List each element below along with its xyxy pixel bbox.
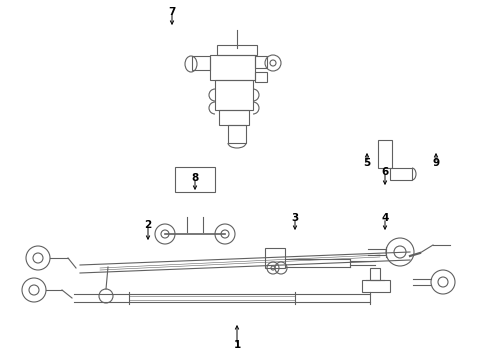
Text: 4: 4	[381, 213, 389, 223]
Text: 1: 1	[233, 340, 241, 350]
Text: 9: 9	[433, 158, 440, 168]
Bar	[255, 56, 267, 68]
Bar	[215, 80, 253, 110]
Text: 7: 7	[168, 7, 176, 17]
Bar	[217, 45, 257, 55]
Bar	[219, 110, 249, 125]
Text: 8: 8	[192, 173, 198, 183]
Bar	[175, 167, 215, 192]
Bar	[378, 140, 392, 168]
Bar	[228, 125, 246, 143]
Bar	[265, 248, 285, 268]
Bar	[210, 55, 255, 80]
Text: 6: 6	[381, 167, 389, 177]
Bar	[390, 168, 412, 180]
Bar	[255, 72, 267, 82]
Text: 5: 5	[364, 158, 370, 168]
Text: 3: 3	[292, 213, 298, 223]
Bar	[370, 268, 380, 280]
Text: 2: 2	[145, 220, 151, 230]
Bar	[362, 280, 390, 292]
Bar	[192, 56, 210, 70]
